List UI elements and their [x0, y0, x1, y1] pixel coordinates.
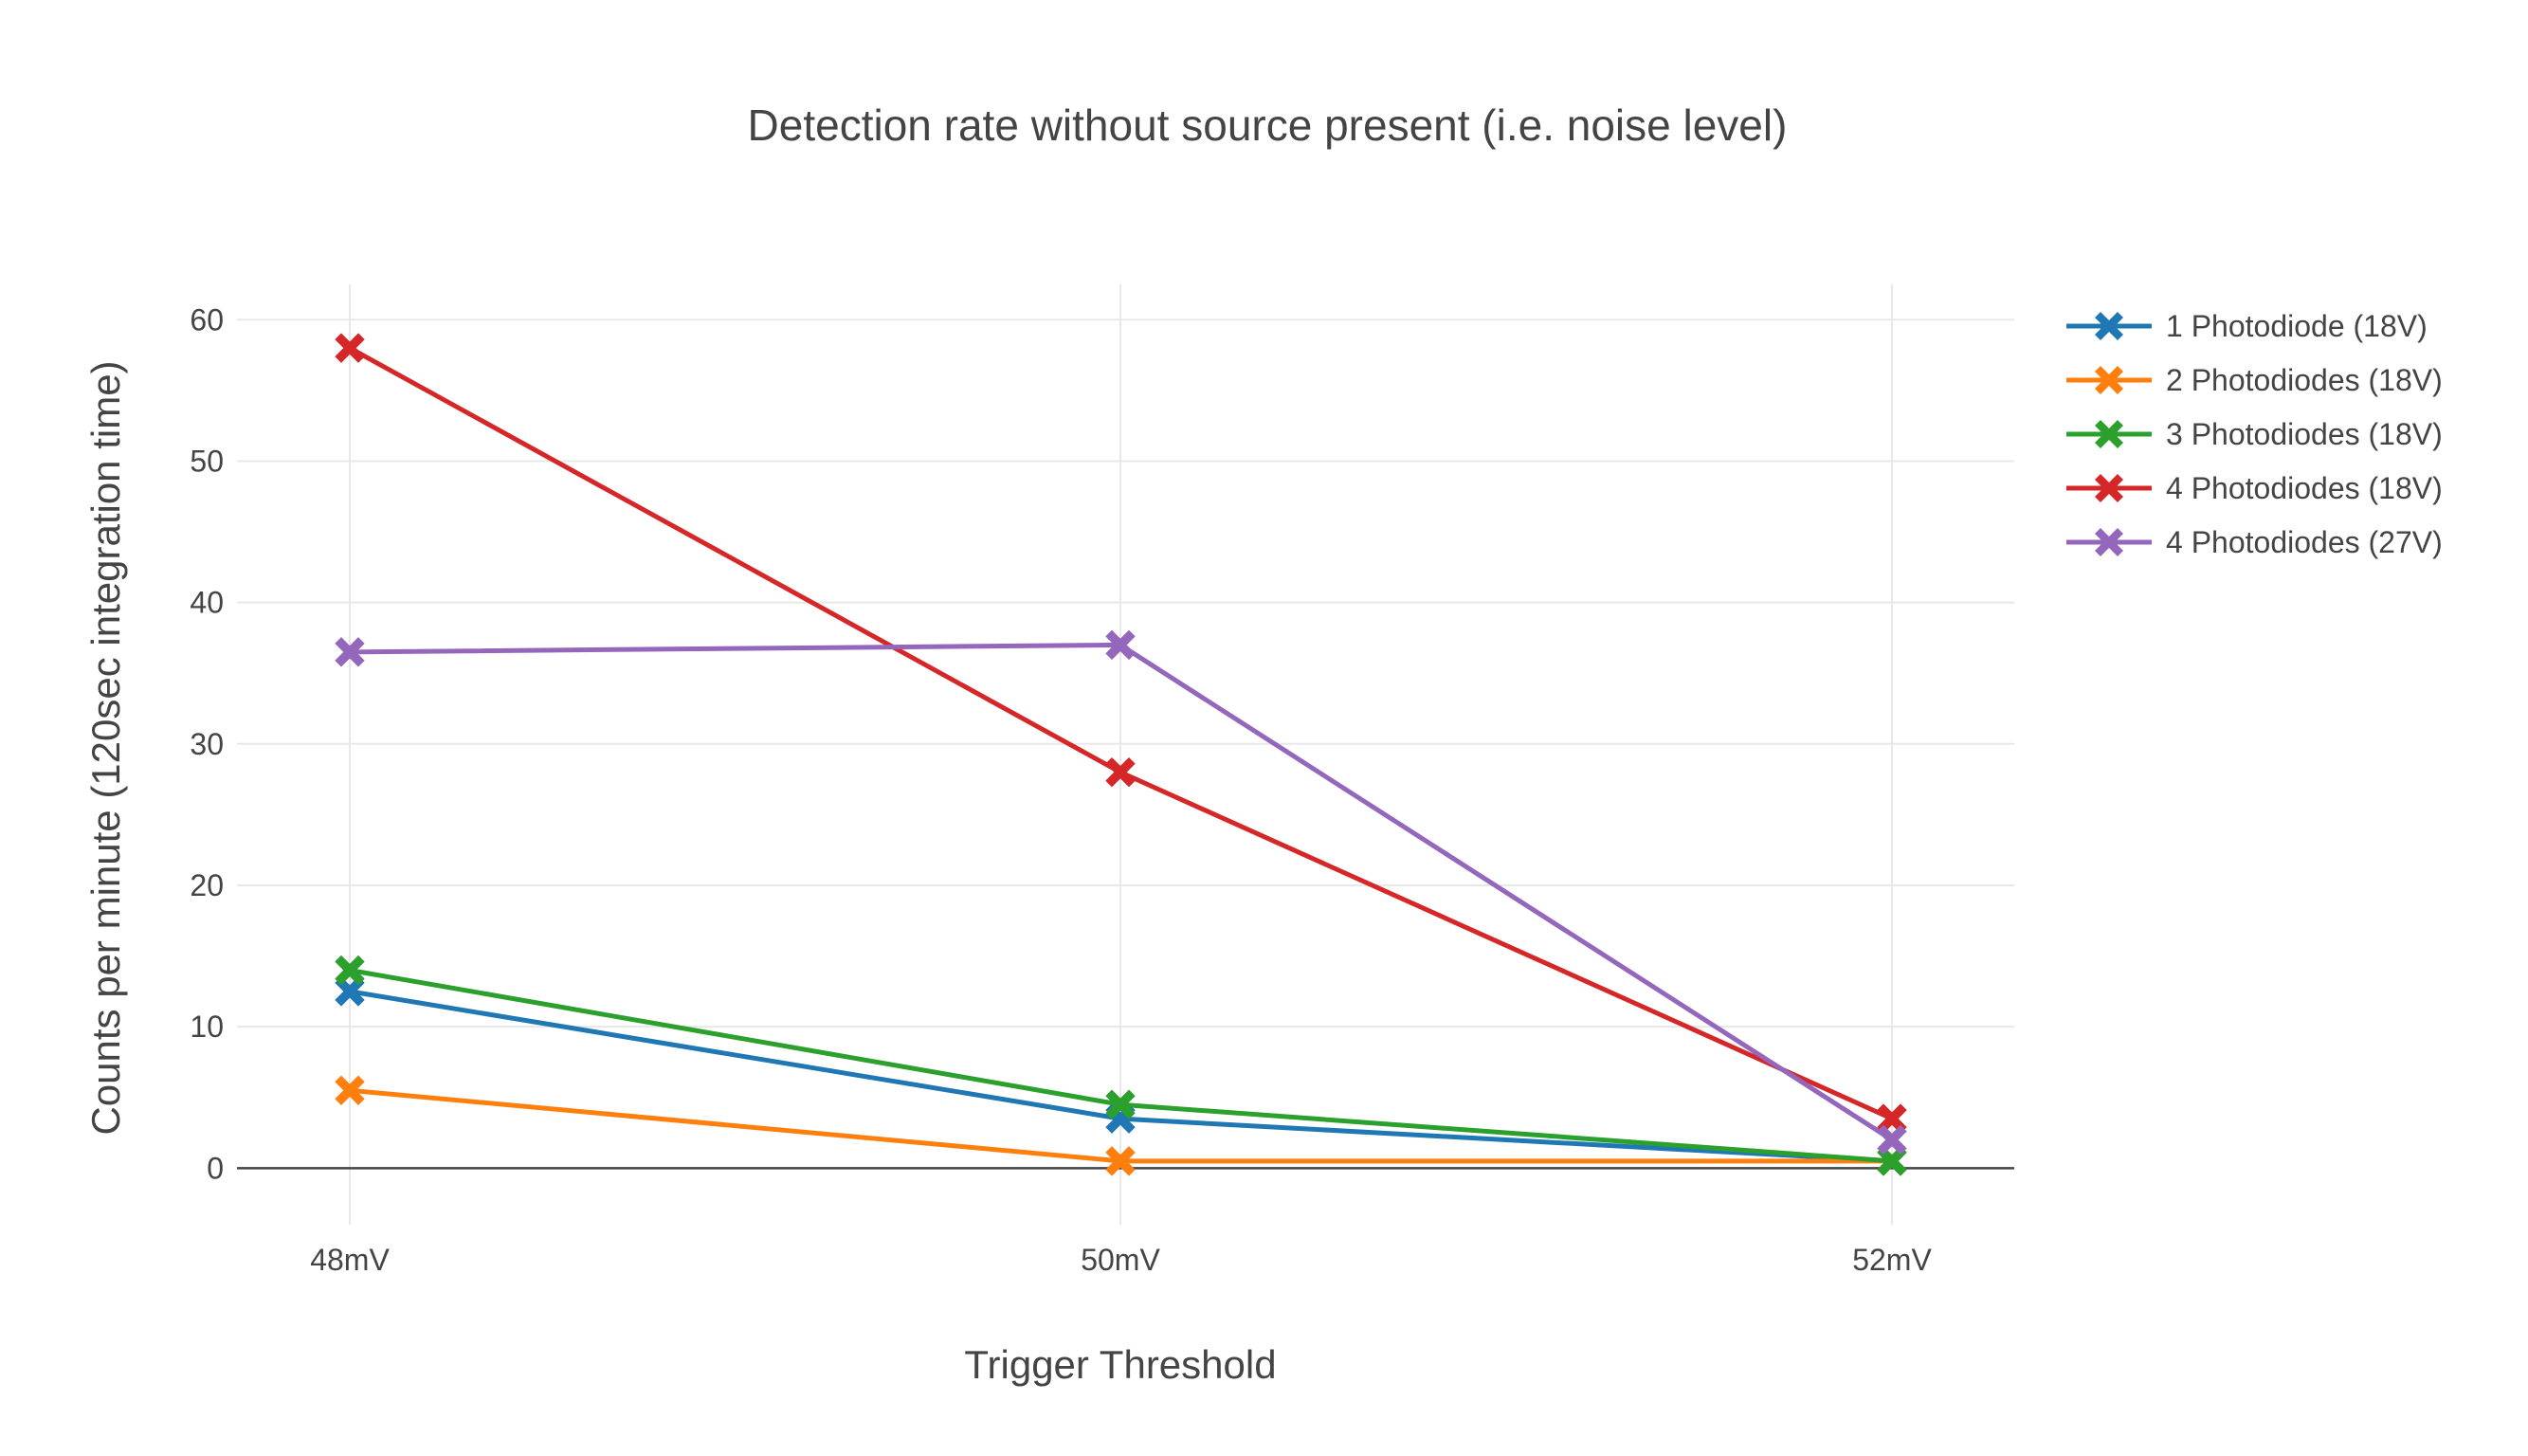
data-point-marker — [1105, 629, 1136, 661]
legend-label: 1 Photodiode (18V) — [2166, 309, 2428, 343]
legend-item[interactable]: 2 Photodiodes (18V) — [2066, 363, 2443, 397]
legend-marker — [2095, 420, 2123, 448]
legend-item[interactable]: 3 Photodiodes (18V) — [2066, 417, 2443, 451]
series-group — [335, 333, 1907, 1134]
data-point-marker — [335, 976, 365, 1007]
data-point-marker — [335, 637, 365, 667]
data-point-marker — [1877, 1146, 1907, 1176]
legend-label: 3 Photodiodes (18V) — [2166, 417, 2443, 451]
legend-marker — [2095, 474, 2123, 502]
y-tick-label: 30 — [190, 727, 224, 761]
tick-layer: 0 10 20 30 40 50 60 48mV 50mV 52mV — [190, 302, 1932, 1277]
grid-layer — [237, 284, 2014, 1225]
data-point-marker — [335, 1075, 365, 1105]
data-point-marker — [1105, 756, 1136, 788]
legend-item[interactable]: 4 Photodiodes (27V) — [2066, 525, 2443, 559]
legend-item[interactable]: 1 Photodiode (18V) — [2066, 309, 2428, 343]
x-tick-label: 50mV — [1081, 1243, 1160, 1277]
legend-label: 4 Photodiodes (18V) — [2166, 471, 2443, 505]
data-point-marker — [1105, 1146, 1136, 1176]
y-tick-label: 20 — [190, 868, 224, 902]
y-tick-label: 40 — [190, 586, 224, 620]
x-tick-label: 48mV — [310, 1243, 390, 1277]
y-axis-title: Counts per minute (120sec integration ti… — [83, 360, 128, 1135]
legend-item[interactable]: 4 Photodiodes (18V) — [2066, 471, 2443, 505]
y-tick-label: 60 — [190, 302, 224, 337]
legend-marker — [2095, 312, 2123, 340]
series-group — [335, 955, 1907, 1176]
x-tick-label: 52mV — [1852, 1243, 1932, 1277]
series-group — [335, 629, 1907, 1156]
legend[interactable]: 1 Photodiode (18V) 2 Photodiodes (18V) 3 P… — [2066, 309, 2443, 559]
legend-label: 2 Photodiodes (18V) — [2166, 363, 2443, 397]
legend-label: 4 Photodiodes (27V) — [2166, 525, 2443, 559]
data-point-marker — [1105, 1089, 1136, 1119]
legend-marker — [2095, 366, 2123, 394]
y-tick-label: 10 — [190, 1010, 224, 1044]
chart-title: Detection rate without source present (i… — [748, 100, 1788, 150]
y-tick-label: 50 — [190, 444, 224, 478]
y-tick-label: 0 — [207, 1151, 224, 1185]
data-point-marker — [1877, 1124, 1907, 1156]
data-point-marker — [335, 333, 365, 363]
legend-marker — [2095, 528, 2123, 556]
x-axis-title: Trigger Threshold — [964, 1342, 1276, 1387]
data-point-marker — [1877, 1103, 1907, 1134]
data-point-marker — [335, 955, 365, 986]
series-layer — [335, 333, 1907, 1176]
